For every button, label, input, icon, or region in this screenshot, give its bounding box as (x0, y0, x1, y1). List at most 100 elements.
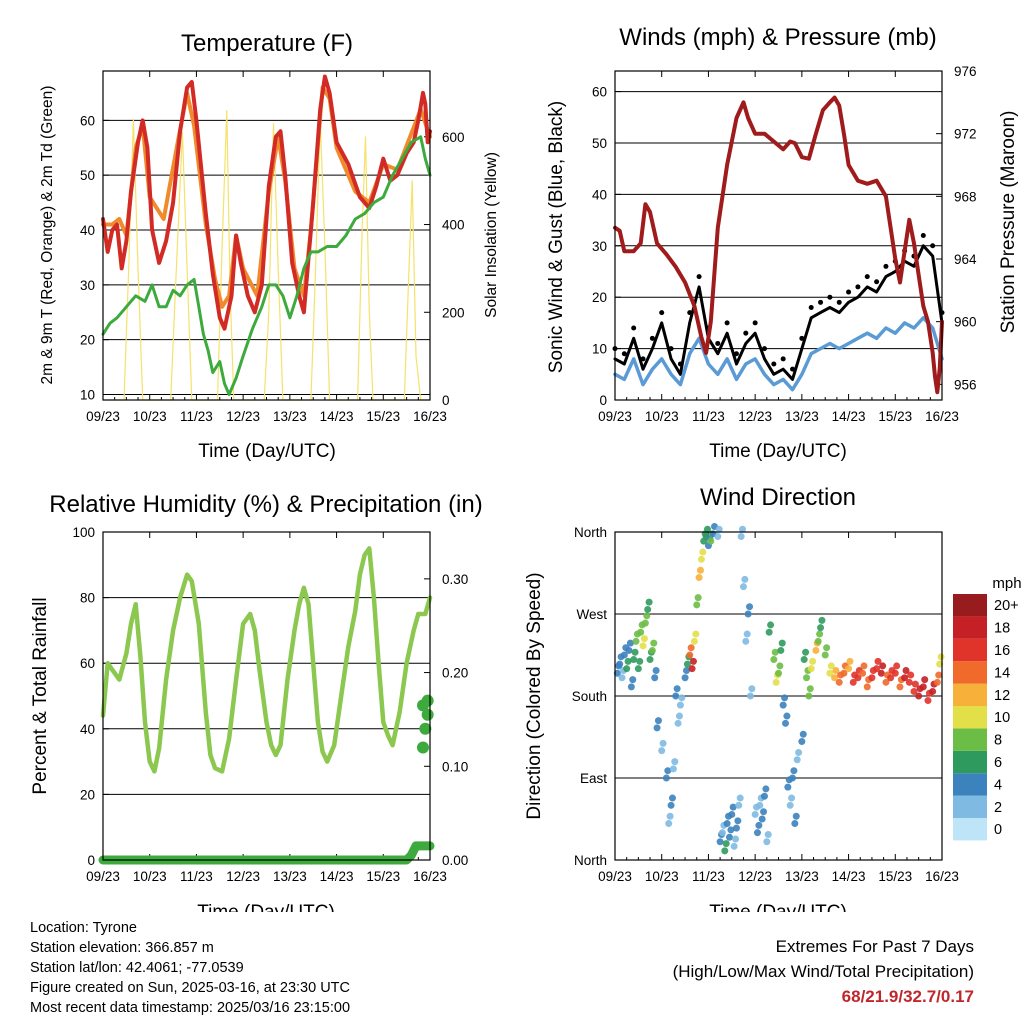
wind-direction-point (818, 616, 826, 624)
wind-direction-point (741, 575, 749, 583)
wind-direction-point (793, 756, 801, 764)
wind-direction-point (721, 847, 729, 855)
wind-direction-point (672, 692, 680, 700)
wind-direction-point (782, 719, 790, 727)
wind-direction-point (816, 630, 824, 638)
wind-direction-point (827, 662, 835, 670)
wind-direction-point (874, 657, 882, 665)
wind-direction-point (626, 639, 634, 647)
wind-direction-point (868, 674, 876, 682)
temperature-xtick-label: 10/23 (133, 409, 167, 424)
wind-direction-point (902, 666, 910, 674)
wind-direction-point (707, 537, 715, 545)
wind-direction-point (882, 678, 890, 686)
winds-xtick-label: 14/23 (832, 409, 866, 424)
gust-point (761, 346, 767, 352)
colorbar-title: mph (992, 575, 1021, 592)
humidity-title: Relative Humidity (%) & Precipitation (i… (49, 491, 482, 518)
meteogram-charts: Temperature (F) Time (Day/UTC) 2m & 9m T… (30, 24, 1022, 923)
humidity-ytick-right-label: 0.20 (442, 666, 468, 681)
wind-direction-point (817, 624, 825, 632)
gust-point (668, 346, 674, 352)
humidity-xtick-label: 09/23 (86, 869, 120, 884)
wind-direction-point (792, 812, 800, 820)
wind-direction-point (891, 669, 899, 677)
wind-direction-point (763, 838, 771, 846)
winds-panel: Winds (mph) & Pressure (mb) Time (Day/UT… (546, 24, 1019, 462)
wind-direction-point (627, 683, 635, 691)
gust-point (677, 361, 683, 367)
gust-point (752, 320, 758, 326)
colorbar-label: 6 (994, 755, 1002, 771)
wind-direction-point (835, 678, 843, 686)
wind-direction-point (823, 644, 831, 652)
wind-direction-point (665, 820, 673, 828)
temperature-xtick-label: 13/23 (273, 409, 307, 424)
station-latlon: Station lat/lon: 42.4061; -77.0539 (30, 960, 244, 976)
wind-direction-point (756, 801, 764, 809)
wind-direction-point (879, 662, 887, 670)
winds-xtick-label: 09/23 (598, 409, 632, 424)
wind-direction-point (915, 692, 923, 700)
wind-direction-point (692, 630, 700, 638)
winds-xtick-label: 12/23 (738, 409, 772, 424)
wind-direction-point (644, 605, 652, 613)
wind-direction-xtick-label: 13/23 (785, 869, 819, 884)
gust-point (687, 310, 693, 316)
winds-ytick-label: 60 (592, 85, 607, 100)
wind-direction-point (728, 810, 736, 818)
wind-direction-point (821, 651, 829, 659)
wind-direction-point (697, 555, 705, 563)
sonic-wind-line (613, 316, 944, 392)
wind-direction-point (634, 665, 642, 673)
temperature-ytick-right-label: 600 (442, 130, 465, 145)
wind-direction-point (653, 724, 661, 732)
wind-direction-point (784, 783, 792, 791)
wind-direction-title: Wind Direction (700, 484, 856, 511)
wind-direction-point (637, 628, 645, 636)
winds-ytick-right-label: 976 (954, 64, 977, 79)
temperature-xlabel: Time (Day/UTC) (198, 441, 336, 462)
humidity-panel: Relative Humidity (%) & Precipitation (i… (30, 491, 483, 923)
wind-direction-point (924, 697, 932, 705)
wind-direction-point (714, 533, 722, 541)
wind-direction-point (716, 838, 724, 846)
winds-ylabel: Sonic Wind & Gust (Blue, Black) (546, 101, 567, 373)
gust-point (874, 279, 880, 285)
colorbar-swatch (953, 683, 987, 706)
wind-direction-point (812, 646, 820, 654)
colorbar-label: 20+ (994, 598, 1019, 614)
wind-direction-point (618, 674, 626, 682)
colorbar-swatch (953, 818, 987, 841)
wind-direction-point (779, 701, 787, 709)
wind-direction-point (732, 835, 740, 843)
wind-direction-point (877, 669, 885, 677)
winds-ytick-label: 0 (599, 393, 607, 408)
winds-ytick-right-label: 964 (954, 252, 977, 267)
wind-direction-point (683, 660, 691, 668)
wind-direction-point (789, 774, 797, 782)
wind-direction-point (674, 719, 682, 727)
wind-direction-point (814, 637, 822, 645)
wind-direction-point (693, 601, 701, 609)
wind-direction-point (673, 685, 681, 693)
wind-direction-point (640, 635, 648, 643)
wind-direction-point (703, 525, 711, 533)
wind-direction-point (651, 674, 659, 682)
winds-xlabel: Time (Day/UTC) (709, 441, 847, 462)
gust-point (864, 274, 870, 280)
colorbar-label: 16 (994, 643, 1010, 659)
wind-direction-point (748, 685, 756, 693)
gust-point (715, 340, 721, 346)
figure-created: Figure created on Sun, 2025-03-16, at 23… (30, 980, 350, 996)
wind-direction-point (901, 674, 909, 682)
winds-xtick-label: 15/23 (878, 409, 912, 424)
gust-point (724, 320, 730, 326)
gust-point (743, 330, 749, 336)
humidity-ytick-right-label: 0.10 (442, 759, 468, 774)
wind-direction-point (687, 644, 695, 652)
colorbar-label: 4 (994, 777, 1002, 793)
wind-direction-point (678, 694, 686, 702)
temperature-ytick-right-label: 200 (442, 305, 465, 320)
precipitation-point (416, 741, 429, 754)
